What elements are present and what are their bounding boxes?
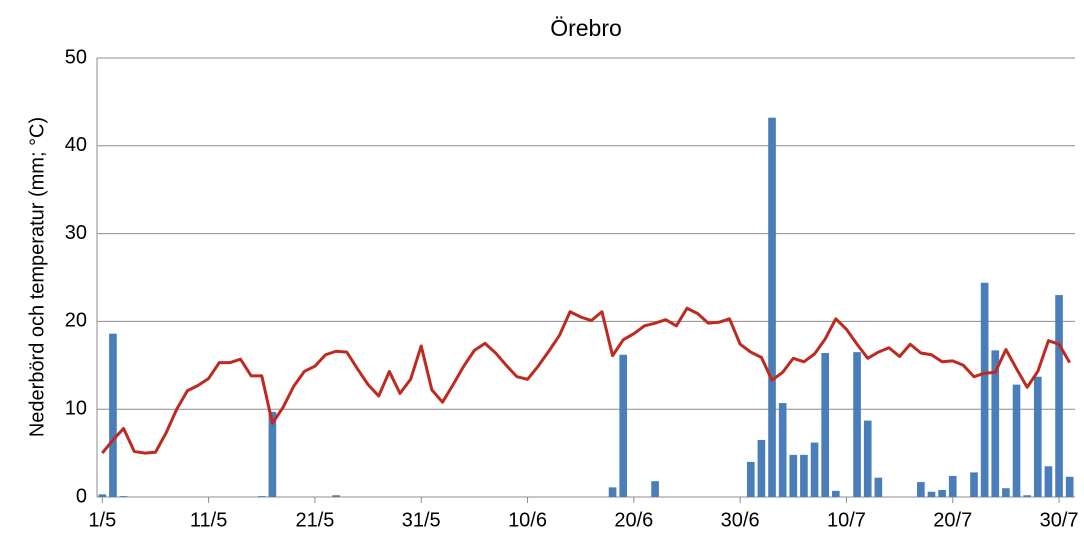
- x-tick-label: 11/5: [190, 509, 227, 531]
- y-tick-label: 20: [65, 310, 87, 332]
- bar: [991, 350, 1000, 497]
- bar: [651, 481, 659, 497]
- bar: [874, 477, 883, 497]
- y-axis-label: Nederbörd och temperatur (mm; °C): [26, 117, 48, 437]
- bar: [948, 475, 957, 497]
- bar: [332, 495, 341, 497]
- x-tick-label: 30/6: [721, 509, 760, 531]
- bar: [757, 439, 766, 497]
- bar: [98, 494, 107, 497]
- bar: [268, 411, 277, 497]
- y-tick-label: 50: [65, 46, 87, 68]
- bar: [1055, 295, 1063, 497]
- y-tick-label: 40: [65, 134, 87, 156]
- bar: [980, 282, 989, 497]
- bar: [938, 489, 946, 497]
- x-tick-label: 20/7: [933, 509, 972, 531]
- x-tick-label: 20/6: [614, 509, 653, 531]
- x-tick-label: 10/7: [827, 509, 866, 531]
- bar: [917, 482, 925, 497]
- x-tick-label: 10/6: [508, 509, 547, 531]
- bar: [109, 333, 117, 497]
- bar: [746, 461, 755, 497]
- bar: [927, 491, 936, 497]
- y-tick-label: 30: [65, 222, 87, 244]
- x-tick-label: 1/5: [88, 509, 116, 531]
- bar: [608, 487, 617, 497]
- x-tick-label: 31/5: [402, 509, 441, 531]
- bar: [831, 490, 840, 497]
- bar: [970, 472, 978, 497]
- bar: [821, 353, 830, 497]
- bar: [257, 496, 266, 497]
- y-tick-label: 10: [65, 397, 87, 419]
- bar: [1002, 488, 1010, 497]
- y-tick-label: 0: [76, 485, 87, 507]
- bar: [119, 496, 128, 497]
- bar: [789, 454, 798, 497]
- bar: [1012, 384, 1021, 497]
- x-tick-label: 30/7: [1040, 509, 1079, 531]
- x-tick-label: 21/5: [295, 509, 334, 531]
- bar: [768, 117, 776, 497]
- chart-title: Örebro: [550, 15, 622, 41]
- bar: [619, 354, 628, 497]
- bar: [853, 352, 861, 497]
- bar: [778, 403, 787, 497]
- bar: [1044, 466, 1053, 497]
- bar: [1033, 376, 1042, 497]
- bar: [863, 420, 872, 497]
- bar: [810, 442, 819, 497]
- temperature-line: [101, 306, 1071, 455]
- bar: [1065, 476, 1074, 497]
- bar: [800, 454, 808, 497]
- bar: [1023, 495, 1031, 497]
